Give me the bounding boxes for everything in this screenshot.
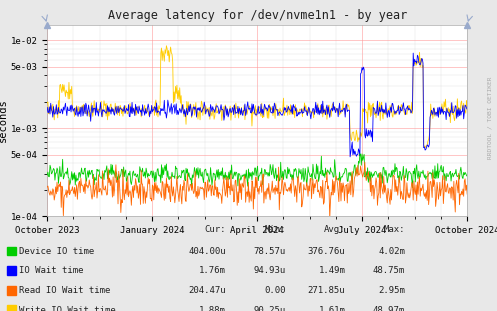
Text: 1.76m: 1.76m <box>199 267 226 275</box>
Text: 90.25u: 90.25u <box>253 306 286 311</box>
Text: 0.00: 0.00 <box>264 286 286 295</box>
Text: Read IO Wait time: Read IO Wait time <box>19 286 110 295</box>
Title: Average latency for /dev/nvme1n1 - by year: Average latency for /dev/nvme1n1 - by ye… <box>107 9 407 22</box>
Text: 2.95m: 2.95m <box>378 286 405 295</box>
Text: 376.76u: 376.76u <box>308 247 345 256</box>
Y-axis label: seconds: seconds <box>0 99 8 142</box>
Text: RRDTOOL / TOBI OETIKER: RRDTOOL / TOBI OETIKER <box>487 77 492 160</box>
Text: Min:: Min: <box>264 225 286 234</box>
Text: Write IO Wait time: Write IO Wait time <box>19 306 116 311</box>
Text: 204.47u: 204.47u <box>188 286 226 295</box>
Text: Cur:: Cur: <box>205 225 226 234</box>
Text: 78.57u: 78.57u <box>253 247 286 256</box>
Text: Max:: Max: <box>384 225 405 234</box>
Text: IO Wait time: IO Wait time <box>19 267 83 275</box>
Text: 271.85u: 271.85u <box>308 286 345 295</box>
Text: 1.61m: 1.61m <box>319 306 345 311</box>
Text: 94.93u: 94.93u <box>253 267 286 275</box>
Text: 48.97m: 48.97m <box>373 306 405 311</box>
Text: Device IO time: Device IO time <box>19 247 94 256</box>
Text: 4.02m: 4.02m <box>378 247 405 256</box>
Text: 1.49m: 1.49m <box>319 267 345 275</box>
Text: 1.88m: 1.88m <box>199 306 226 311</box>
Text: 48.75m: 48.75m <box>373 267 405 275</box>
Text: Avg:: Avg: <box>324 225 345 234</box>
Text: 404.00u: 404.00u <box>188 247 226 256</box>
